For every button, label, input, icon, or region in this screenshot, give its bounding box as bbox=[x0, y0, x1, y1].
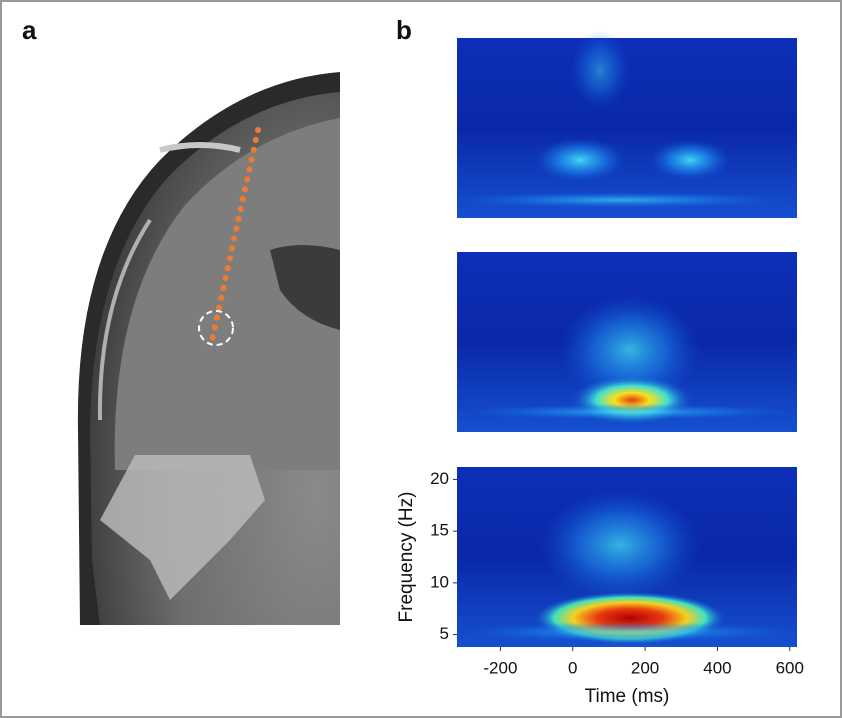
spectrogram-middle bbox=[457, 252, 800, 432]
x-axis-label: Time (ms) bbox=[585, 686, 670, 707]
y-tick-label: 20 bbox=[430, 469, 449, 488]
mri-image bbox=[77, 72, 340, 625]
y-tick-label: 15 bbox=[430, 521, 449, 540]
panel-label: b bbox=[396, 15, 412, 45]
x-tick-label: 400 bbox=[703, 658, 731, 677]
y-tick-label: 10 bbox=[430, 572, 449, 591]
y-tick-label: 5 bbox=[440, 624, 449, 643]
spectrogram-bottom bbox=[457, 467, 800, 647]
x-tick-label: 0 bbox=[568, 658, 577, 677]
y-axis-label: Frequency (Hz) bbox=[396, 492, 417, 623]
x-tick-label: 600 bbox=[776, 658, 804, 677]
x-tick-label: 200 bbox=[631, 658, 659, 677]
spectrogram-top bbox=[450, 30, 797, 218]
x-tick-label: -200 bbox=[483, 658, 517, 677]
panel-label: a bbox=[22, 15, 37, 45]
